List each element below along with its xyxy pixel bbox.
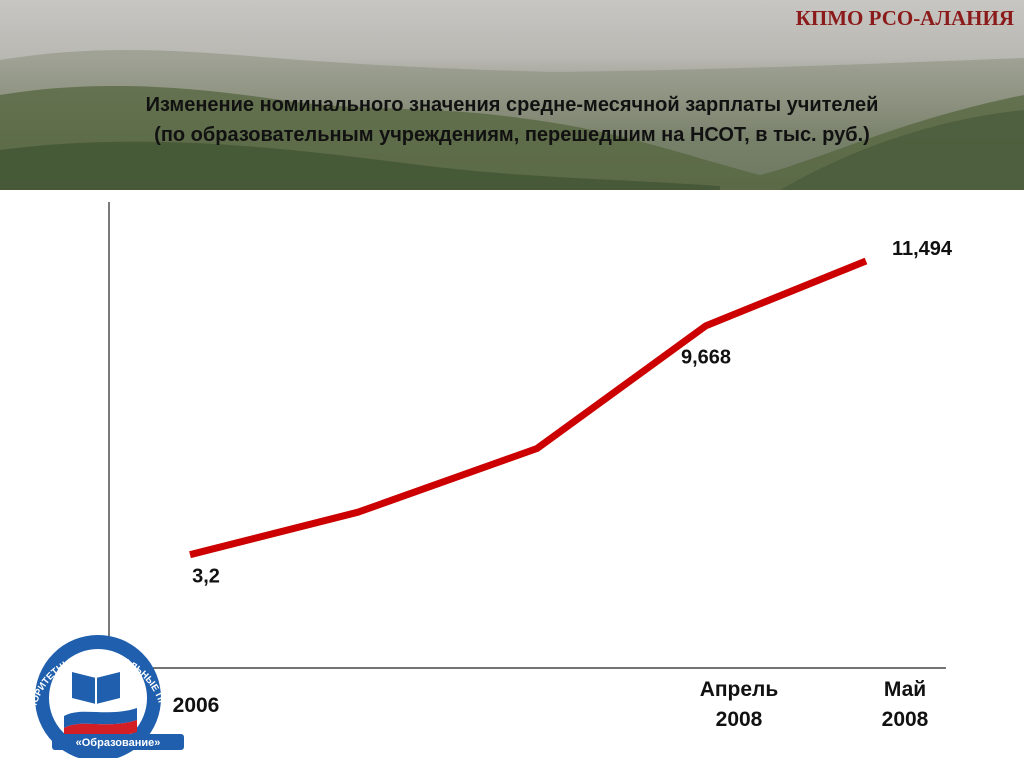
organization-label: КПМО РСО-АЛАНИЯ	[795, 6, 1014, 30]
x-tick-label-4-line-2: 2008	[716, 708, 763, 731]
education-project-logo: ПРИОРИТЕТНЫЕ НАЦИОНАЛЬНЫЕ ПРОЕКТЫ «Образ…	[12, 628, 184, 758]
x-tick-label-5-line-1: Май	[884, 678, 926, 701]
data-label-4: 9,668	[681, 347, 731, 369]
logo-caption-band	[52, 734, 184, 750]
chart-title: Изменение номинального значения средне-м…	[0, 90, 1024, 150]
x-tick-label-1-line-1: 2006	[173, 694, 220, 717]
flag-stripe-blue	[64, 708, 137, 728]
header-banner: КПМО РСО-АЛАНИЯ Изменение номинального з…	[0, 0, 1024, 190]
series-line	[189, 257, 868, 559]
x-tick-label-5-line-2: 2008	[882, 708, 929, 731]
data-label-5: 11,494	[892, 238, 953, 260]
title-line-2: (по образовательным учреждениям, перешед…	[154, 124, 870, 146]
mountain-landscape	[0, 49, 1024, 190]
x-tick-label-4-line-1: Апрель	[700, 678, 779, 701]
logo-caption: «Образование»	[76, 737, 161, 749]
data-label-1: 3,2	[192, 566, 220, 588]
title-line-1: Изменение номинального значения средне-м…	[145, 94, 879, 116]
line-chart: 3,2 9,668 11,494 2006 Апрель 2008 Май 2008	[108, 202, 953, 731]
